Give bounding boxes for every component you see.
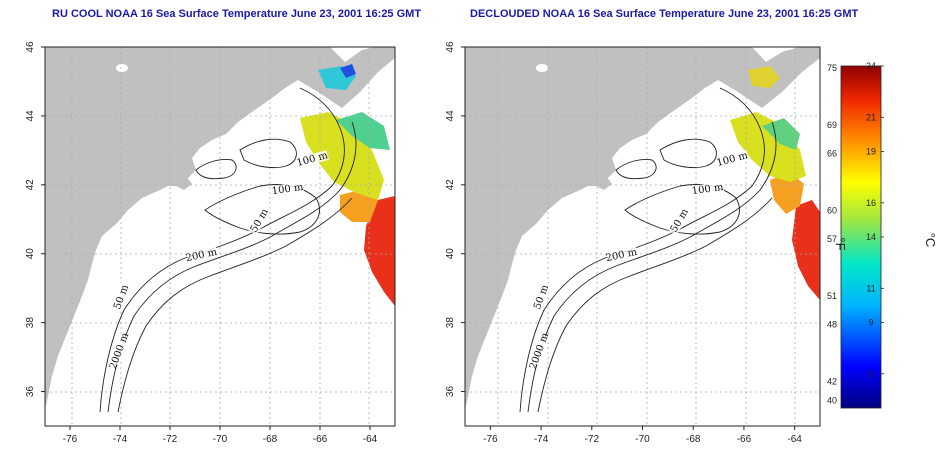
right-map-title: DECLOUDED NOAA 16 Sea Surface Temperatur… xyxy=(470,8,859,20)
fahrenheit-tick-label: 75 xyxy=(827,63,837,73)
right-map-panel xyxy=(464,46,821,427)
right-sst-green xyxy=(762,118,800,150)
colorbar-ticks: 75 69 66 60 57 51 48 42 40 24 21 19 16 14 11 9 6 xyxy=(827,61,884,405)
contour-label-bg xyxy=(186,246,219,263)
celsius-tick-label: 19 xyxy=(866,147,876,157)
right-gridlines xyxy=(465,47,820,426)
left-lon-tick-label: -72 xyxy=(163,434,178,445)
left-map-title: RU COOL NOAA 16 Sea Surface Temperature … xyxy=(52,8,422,20)
left-cape-cod xyxy=(168,176,192,190)
left-sst-orange xyxy=(340,190,378,222)
celsius-tick-label: 14 xyxy=(866,232,876,242)
fahrenheit-tick-label: 40 xyxy=(827,395,837,405)
fahrenheit-tick-label: 66 xyxy=(827,148,837,158)
left-gridlines xyxy=(45,47,395,426)
right-lon-tick-label: -68 xyxy=(686,434,701,445)
right-lon-tick-label: -72 xyxy=(585,434,600,445)
right-land xyxy=(465,47,820,410)
right-lon-tick-label: -76 xyxy=(483,434,498,445)
contour-label-bg xyxy=(297,150,329,168)
contour-label-bg xyxy=(606,246,639,263)
celsius-tick-label: 11 xyxy=(866,283,875,293)
left-lat-tick-label: 40 xyxy=(25,248,36,260)
right-cape-cod xyxy=(588,176,612,190)
fahrenheit-tick-label: 48 xyxy=(827,319,837,329)
left-lon-tick-label: -70 xyxy=(213,434,228,445)
right-lat-tick-label: 36 xyxy=(445,386,456,398)
contour-label-bg xyxy=(109,334,130,366)
left-lon-tick-label: -66 xyxy=(313,434,328,445)
left-map-panel xyxy=(44,46,396,427)
left-lake xyxy=(116,64,128,72)
contour-label-bg xyxy=(693,181,725,196)
left-lat-tick-label: 42 xyxy=(25,179,36,191)
celsius-tick-label: 21 xyxy=(866,112,876,122)
left-land xyxy=(45,47,395,410)
right-lake xyxy=(536,64,548,72)
contour-label: 100 m xyxy=(271,182,304,197)
celsius-tick-label: 16 xyxy=(866,198,876,208)
left-lon-tick-label: -68 xyxy=(263,434,278,445)
celsius-tick-label: 6 xyxy=(868,369,873,379)
right-sst-yellow xyxy=(730,112,806,182)
contour-label-bg xyxy=(111,280,132,312)
left-lat-tick-label: 36 xyxy=(25,386,36,398)
contour-label-bg xyxy=(717,150,749,168)
right-lat-tick-label: 46 xyxy=(445,41,456,53)
right-lat-tick-label: 40 xyxy=(445,248,456,260)
left-lat-tick-label: 38 xyxy=(25,317,36,329)
contour-label-bg xyxy=(668,204,692,236)
celsius-unit-label: °C xyxy=(923,233,938,248)
celsius-tick-label: 9 xyxy=(868,318,873,328)
fahrenheit-tick-label: 42 xyxy=(827,376,837,386)
right-lon-tick-label: -66 xyxy=(737,434,752,445)
temperature-colorbar: 75 69 66 60 57 51 48 42 40 24 21 19 16 14 11 9 6 °F °C xyxy=(827,61,938,409)
right-lon-tick-label: -74 xyxy=(534,434,549,445)
left-lat-tick-label: 46 xyxy=(25,41,36,53)
left-lon-tick-label: -74 xyxy=(113,434,128,445)
right-lon-tick-label: -70 xyxy=(635,434,650,445)
left-sst-yellow xyxy=(300,112,384,200)
fahrenheit-tick-label: 51 xyxy=(827,291,837,301)
fahrenheit-tick-label: 69 xyxy=(827,120,837,130)
right-lat-tick-label: 38 xyxy=(445,317,456,329)
fahrenheit-tick-label: 60 xyxy=(827,205,837,215)
left-sst-warm xyxy=(364,196,395,306)
fahrenheit-tick-label: 57 xyxy=(827,234,837,244)
contour-label-bg xyxy=(529,334,550,366)
left-lat-tick-label: 44 xyxy=(25,110,36,122)
left-sst-blue xyxy=(340,64,356,78)
right-lat-tick-label: 42 xyxy=(445,179,456,191)
right-lat-tick-label: 44 xyxy=(445,110,456,122)
left-lon-tick-label: -64 xyxy=(363,434,378,445)
fahrenheit-unit-label: °F xyxy=(833,237,848,250)
contour-label: 100 m xyxy=(691,182,724,197)
right-sst-warm xyxy=(792,200,820,300)
left-sst-teal xyxy=(336,112,390,150)
right-sst-north xyxy=(748,66,780,88)
axis-ticks: -76 -74 -72 -70 -68 -66 -64 46 44 42 40 38 36 -76 -74 -… xyxy=(25,41,802,445)
left-lon-tick-label: -76 xyxy=(63,434,78,445)
left-bathymetry-contours xyxy=(99,87,357,413)
right-sst-orange xyxy=(770,172,804,214)
contour-label-bg xyxy=(273,181,305,196)
right-bathymetry-contours xyxy=(519,87,777,413)
celsius-tick-label: 24 xyxy=(866,61,876,71)
contour-label-bg xyxy=(248,204,272,236)
contour-label-bg xyxy=(531,280,552,312)
right-lon-tick-label: -64 xyxy=(787,434,802,445)
